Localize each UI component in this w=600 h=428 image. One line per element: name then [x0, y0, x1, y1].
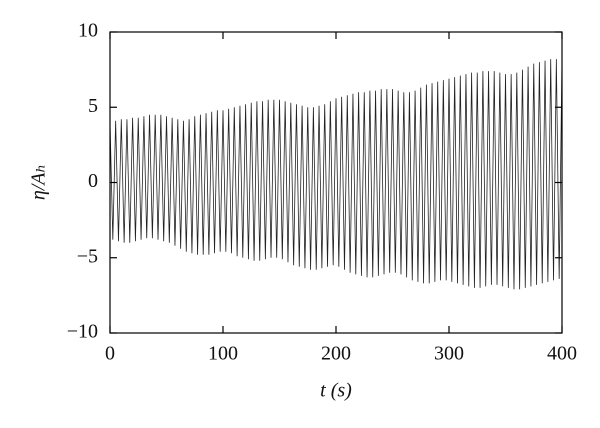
y-tick-label: −5 — [77, 245, 98, 267]
y-tick-label: 0 — [88, 170, 98, 192]
x-tick-label: 100 — [208, 343, 238, 365]
y-axis-label: η/Aₕ — [28, 164, 50, 200]
y-tick-label: 10 — [78, 20, 98, 42]
y-tick-label: −10 — [67, 321, 98, 343]
data-line — [109, 59, 563, 290]
y-tick-label: 5 — [88, 95, 98, 117]
x-tick-label: 400 — [547, 343, 577, 365]
x-axis-label: t (s) — [320, 380, 352, 402]
x-tick-label: 300 — [434, 343, 464, 365]
x-tick-label: 0 — [105, 343, 115, 365]
x-tick-label: 200 — [321, 343, 351, 365]
